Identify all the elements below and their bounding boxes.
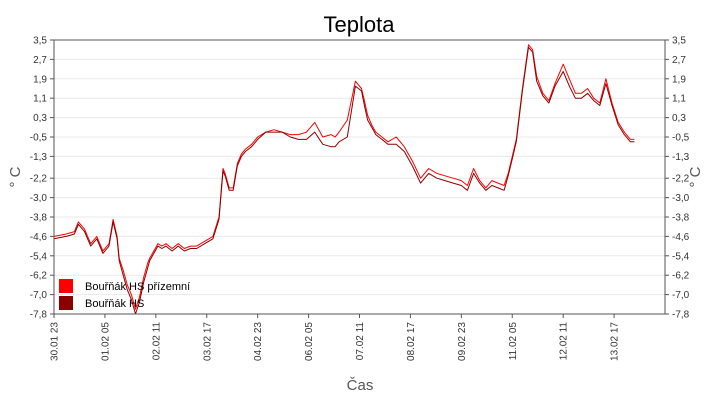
- y-tick-label-right: -6,2: [672, 271, 690, 282]
- y-tick-label-left: -6,2: [30, 271, 48, 282]
- y-tick-label-right: -3,8: [672, 213, 690, 224]
- y-tick-label-right: -5,4: [672, 251, 690, 262]
- y-tick-label-left: -2,2: [30, 174, 48, 185]
- legend: Bouřňák HS přízemní Bouřňák HS: [59, 279, 190, 310]
- x-tick-label: 02.02 11: [151, 322, 162, 361]
- y-tick-label-right: 2,7: [672, 55, 686, 66]
- y-axis-left-ticks: 3,5 2,7 1,9 1,1 0,3 -0,5 -1,3 -2,2 -3,0 -3,8 -4,6 -…: [30, 36, 54, 321]
- y-tick-label-right: -3,0: [672, 193, 690, 204]
- plot-frame: [53, 39, 666, 315]
- y-tick-label-right: 0,3: [672, 113, 686, 124]
- series-lines: [53, 44, 635, 315]
- y-tick-label-right: -7,0: [672, 290, 690, 301]
- y-tick-label-left: 0,3: [33, 113, 47, 124]
- y-tick-label-right: -4,6: [672, 232, 690, 243]
- legend-swatch: [59, 279, 73, 293]
- y-tick-label-left: -3,8: [30, 213, 48, 224]
- series-line-1: [53, 46, 635, 315]
- y-tick-label-left: 1,1: [33, 94, 47, 105]
- y-axis-title-left: ° C: [7, 166, 24, 187]
- legend-swatch: [59, 296, 73, 310]
- y-axis-right-ticks: 3,5 2,7 1,9 1,1 0,3 -0,5 -1,3 -2,2 -3,0 -3,8 -4,6 -…: [665, 36, 690, 321]
- chart-title: Teplota: [324, 12, 396, 37]
- x-tick-label: 04.02 23: [253, 322, 264, 361]
- x-tick-label: 13.02 17: [610, 322, 621, 361]
- legend-label: Bouřňák HS přízemní: [85, 281, 190, 293]
- y-axis-title-right: ° C: [687, 166, 704, 187]
- x-tick-label: 07.02 11: [355, 322, 366, 361]
- y-tick-label-left: 3,5: [33, 36, 47, 47]
- x-tick-label: 11.02 05: [508, 322, 519, 361]
- legend-label: Bouřňák HS: [85, 298, 144, 310]
- x-tick-label: 08.02 17: [406, 322, 417, 361]
- x-tick-label: 01.02 05: [100, 322, 111, 361]
- y-tick-label-left: -3,0: [30, 193, 48, 204]
- y-tick-label-left: 2,7: [33, 55, 47, 66]
- x-tick-label: 06.02 05: [304, 322, 315, 361]
- y-tick-label-left: -7,8: [30, 310, 48, 321]
- y-tick-label-right: 3,5: [672, 36, 686, 47]
- y-tick-label-left: -0,5: [30, 132, 48, 143]
- x-axis-title: Čas: [347, 377, 374, 394]
- x-axis-ticks: 30.01 23 01.02 05 02.02 11 03.02 17 04.02 23…: [50, 314, 621, 361]
- y-tick-label-left: -1,3: [30, 152, 48, 163]
- y-tick-label-left: -4,6: [30, 232, 48, 243]
- x-tick-label: 09.02 23: [457, 322, 468, 361]
- grid-lines: [54, 39, 665, 315]
- y-tick-label-right: -0,5: [672, 132, 690, 143]
- y-tick-label-left: -5,4: [30, 251, 48, 262]
- y-tick-label-right: -1,3: [672, 152, 690, 163]
- y-tick-label-right: -2,2: [672, 174, 690, 185]
- x-tick-label: 12.02 11: [559, 322, 570, 361]
- y-tick-label-right: 1,1: [672, 94, 686, 105]
- x-tick-label: 30.01 23: [50, 322, 61, 361]
- y-tick-label-right: 1,9: [672, 74, 686, 85]
- series-line-0: [53, 44, 635, 310]
- x-tick-label: 03.02 17: [202, 322, 213, 361]
- y-tick-label-left: 1,9: [33, 74, 47, 85]
- y-tick-label-right: -7,8: [672, 310, 690, 321]
- y-tick-label-left: -7,0: [30, 290, 48, 301]
